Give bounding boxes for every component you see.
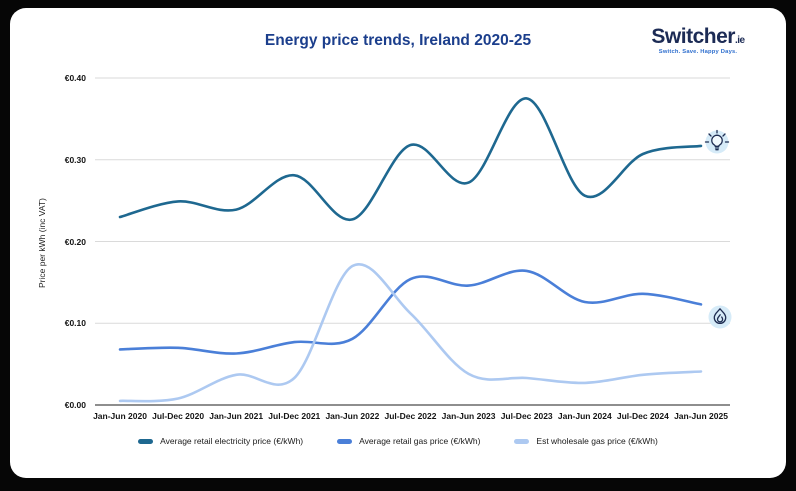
series-line-1: [118, 269, 703, 355]
x-tick-label: Jan-Jun 2021: [209, 411, 264, 421]
y-tick-label: €0.30: [64, 154, 86, 165]
x-tick-label: Jul-Dec 2022: [384, 411, 437, 421]
legend-label-wholesale-gas: Est wholesale gas price (€/kWh): [536, 436, 658, 446]
chart-legend: Average retail electricity price (€/kWh)…: [10, 436, 786, 446]
logo-tagline: Switch. Save. Happy Days.: [658, 49, 738, 55]
x-tick-label: Jul-Dec 2020: [152, 411, 205, 421]
series-line-0: [118, 97, 703, 221]
legend-label-electricity: Average retail electricity price (€/kWh): [160, 436, 304, 446]
logo-brand-text: Switcher: [651, 25, 735, 48]
x-tick-label: Jan-Jun 2020: [93, 411, 147, 421]
chart-title: Energy price trends, Ireland 2020-25: [264, 32, 532, 49]
legend-item-retail-gas: Average retail gas price (€/kWh): [337, 436, 480, 446]
x-tick-label: Jul-Dec 2024: [616, 411, 669, 421]
legend-swatch-retail-gas: [337, 438, 353, 444]
x-tick-label: Jan-Jun 2023: [441, 411, 496, 421]
legend-swatch-electricity: [138, 438, 154, 444]
logo-wordmark: Switcher .ie: [638, 26, 758, 47]
y-tick-label: €0.10: [64, 318, 86, 329]
x-tick-label: Jul-Dec 2021: [268, 411, 321, 421]
line-chart: [95, 77, 730, 406]
legend-item-wholesale-gas: Est wholesale gas price (€/kWh): [514, 436, 658, 446]
y-tick-label: €0.20: [64, 236, 86, 247]
flame-icon: [705, 302, 735, 332]
infographic-card: Energy price trends, Ireland 2020-25 Swi…: [10, 8, 786, 478]
legend-label-retail-gas: Average retail gas price (€/kWh): [359, 436, 481, 446]
x-tick-label: Jul-Dec 2023: [500, 411, 553, 421]
legend-swatch-wholesale-gas: [514, 438, 530, 444]
legend-item-electricity: Average retail electricity price (€/kWh): [138, 436, 303, 446]
y-tick-label: €0.00: [64, 400, 86, 410]
lightbulb-icon: [702, 127, 732, 157]
logo-tld-text: .ie: [734, 35, 745, 46]
x-tick-label: Jan-Jun 2022: [325, 411, 380, 421]
switcher-logo: Switcher .ie Switch. Save. Happy Days.: [638, 26, 758, 56]
x-tick-label: Jan-Jun 2025: [674, 411, 728, 421]
x-tick-label: Jan-Jun 2024: [557, 411, 612, 421]
y-tick-label: €0.40: [64, 73, 86, 83]
series-line-2: [118, 262, 703, 403]
